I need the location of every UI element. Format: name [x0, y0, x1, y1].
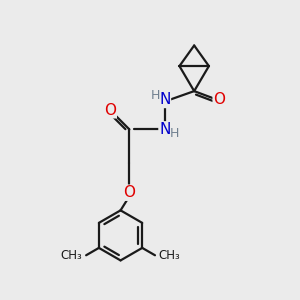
- Text: CH₃: CH₃: [158, 249, 180, 262]
- Text: H: H: [151, 89, 160, 102]
- Text: H: H: [169, 127, 179, 140]
- Text: O: O: [213, 92, 225, 107]
- Text: O: O: [123, 185, 135, 200]
- Text: N: N: [159, 92, 170, 107]
- Text: O: O: [104, 103, 116, 118]
- Text: N: N: [159, 122, 170, 137]
- Text: CH₃: CH₃: [61, 249, 82, 262]
